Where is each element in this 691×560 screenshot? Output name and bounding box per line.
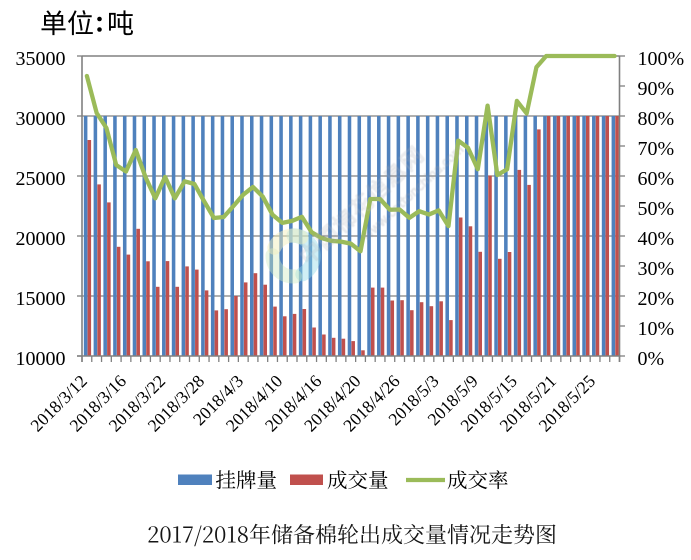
svg-text:70%: 70% bbox=[638, 138, 675, 160]
svg-text:0%: 0% bbox=[638, 348, 665, 370]
svg-text:90%: 90% bbox=[638, 78, 675, 100]
svg-text:80%: 80% bbox=[638, 108, 675, 130]
svg-text:20%: 20% bbox=[638, 288, 675, 310]
svg-text:20000: 20000 bbox=[16, 228, 66, 250]
svg-text:50%: 50% bbox=[638, 198, 675, 220]
svg-text:35000: 35000 bbox=[16, 48, 66, 70]
svg-text:40%: 40% bbox=[638, 228, 675, 250]
svg-text:30000: 30000 bbox=[16, 108, 66, 130]
svg-text:15000: 15000 bbox=[16, 288, 66, 310]
svg-text:10%: 10% bbox=[638, 318, 675, 340]
svg-text:25000: 25000 bbox=[16, 168, 66, 190]
svg-text:100%: 100% bbox=[638, 48, 685, 70]
svg-text:30%: 30% bbox=[638, 258, 675, 280]
svg-text:60%: 60% bbox=[638, 168, 675, 190]
svg-text:10000: 10000 bbox=[16, 348, 66, 370]
